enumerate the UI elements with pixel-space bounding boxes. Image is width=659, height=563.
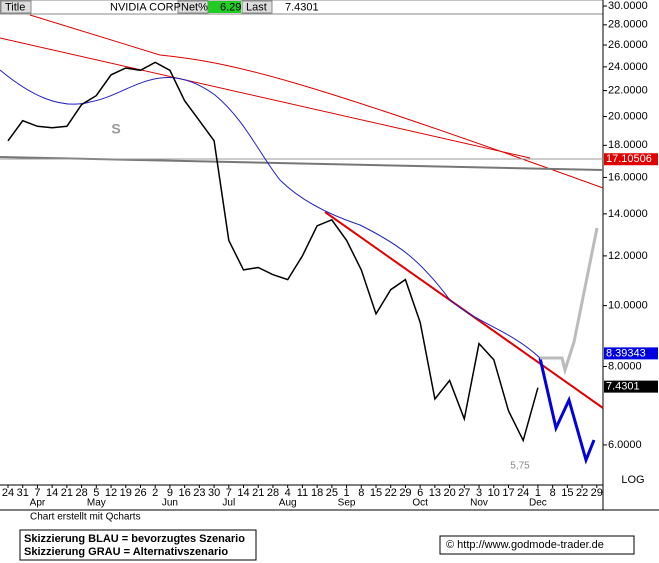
x-tick-label: 31 xyxy=(17,487,29,499)
month-label: Jul xyxy=(222,498,235,509)
price-marker-label: 17.10506 xyxy=(606,153,652,165)
x-tick-label: 21 xyxy=(61,487,73,499)
x-tick-label: 18 xyxy=(311,487,323,499)
credit: Chart erstellt mit Qcharts xyxy=(30,512,141,523)
x-tick-label: 16 xyxy=(179,487,191,499)
price-line xyxy=(7,61,539,443)
x-tick-label: 15 xyxy=(561,487,573,499)
x-tick-label: 7 xyxy=(226,487,232,499)
x-tick-label: 11 xyxy=(297,487,308,499)
x-tick-label: 28 xyxy=(75,487,87,499)
x-tick-label: 29 xyxy=(399,487,411,499)
legend-note: Skizzierung BLAU = bevorzugtes Szenario xyxy=(24,533,245,545)
x-tick-label: 28 xyxy=(267,487,279,499)
x-tick-label: 25 xyxy=(326,487,338,499)
y-tick-label: 10.0000 xyxy=(608,300,648,312)
x-tick-label: 14 xyxy=(46,487,58,499)
x-tick-label: 24 xyxy=(2,487,14,499)
x-tick-label: 8 xyxy=(358,487,364,499)
x-tick-label: 4 xyxy=(285,487,291,499)
header-symbol: NVIDIA CORP xyxy=(110,1,181,13)
x-tick-label: 29 xyxy=(591,487,603,499)
x-tick-label: 6 xyxy=(417,487,423,499)
month-label: Apr xyxy=(30,498,46,509)
x-tick-label: 8 xyxy=(550,487,556,499)
annotation: S xyxy=(111,121,120,137)
x-tick-label: 3 xyxy=(476,487,482,499)
price-marker-label: 8.39343 xyxy=(606,347,646,359)
header-cell xyxy=(0,0,32,14)
y-tick-label: 26.0000 xyxy=(608,39,648,51)
y-tick-label: 28.0000 xyxy=(608,19,648,31)
price-marker xyxy=(604,153,658,166)
x-tick-label: 24 xyxy=(517,487,529,499)
moving-average xyxy=(0,69,541,359)
scale-label: LOG xyxy=(621,474,644,486)
y-tick-label: 14.0000 xyxy=(608,208,648,220)
x-tick-label: 1 xyxy=(343,487,349,499)
y-tick-label: 12.0000 xyxy=(608,250,648,262)
x-tick-label: 19 xyxy=(120,487,132,499)
x-tick-label: 1 xyxy=(535,487,541,499)
x-tick-label: 22 xyxy=(576,487,588,499)
header-net-bg xyxy=(208,1,241,13)
x-tick-label: 17 xyxy=(502,487,514,499)
x-tick-label: 12 xyxy=(105,487,117,499)
x-tick-label: 26 xyxy=(134,487,146,499)
header-cell xyxy=(241,0,273,14)
x-tick-label: 7 xyxy=(34,487,40,499)
x-tick-label: 13 xyxy=(429,487,441,499)
x-tick-label: 14 xyxy=(237,487,249,499)
x-tick-label: 27 xyxy=(458,487,470,499)
trendline xyxy=(0,37,531,159)
x-tick-label: 2 xyxy=(152,487,158,499)
header-last-label: Last xyxy=(246,1,267,13)
source: © http://www.godmode-trader.de xyxy=(446,539,604,551)
y-tick-label: 8.0000 xyxy=(608,360,642,372)
x-tick-label: 21 xyxy=(252,487,264,499)
scenario-grey xyxy=(540,227,599,376)
x-tick-label: 9 xyxy=(167,487,173,499)
legend-note: Skizzierung GRAU = Alternativszenario xyxy=(24,546,228,558)
y-tick-label: 22.0000 xyxy=(608,85,648,97)
header-title: Title xyxy=(5,1,25,13)
header-last-value: 7.4301 xyxy=(285,1,319,13)
x-tick-label: 20 xyxy=(443,487,455,499)
legend-box xyxy=(19,529,257,561)
y-tick-label: 16.0000 xyxy=(608,171,648,183)
source-box xyxy=(439,535,635,555)
y-tick-label: 20.0000 xyxy=(608,111,648,123)
header-net-value: 6.29 xyxy=(220,1,241,13)
x-tick-label: 10 xyxy=(488,487,500,499)
month-label: Jun xyxy=(162,498,178,509)
x-tick-label: 30 xyxy=(208,487,220,499)
price-marker xyxy=(604,347,658,360)
x-tick-label: 22 xyxy=(385,487,397,499)
y-tick-label: 18.0000 xyxy=(608,139,648,151)
x-tick-label: 15 xyxy=(370,487,382,499)
month-label: Dec xyxy=(529,498,547,509)
y-tick-label: 24.0000 xyxy=(608,61,648,73)
x-tick-label: 5 xyxy=(93,487,99,499)
y-tick-label: 30.0000 xyxy=(608,0,648,12)
month-label: Nov xyxy=(470,498,488,509)
month-label: Aug xyxy=(279,498,297,509)
scenario-blue xyxy=(538,357,596,465)
y-tick-label: 6.0000 xyxy=(608,439,642,451)
month-label: Oct xyxy=(412,498,428,509)
annotation: 5,75 xyxy=(510,461,530,472)
x-tick-label: 23 xyxy=(193,487,205,499)
price-marker-label: 7.4301 xyxy=(606,381,640,393)
month-label: May xyxy=(87,498,106,509)
price-marker xyxy=(604,380,658,393)
month-label: Sep xyxy=(338,498,356,509)
trendline xyxy=(29,14,604,189)
header-net-label: Net% xyxy=(181,1,208,13)
